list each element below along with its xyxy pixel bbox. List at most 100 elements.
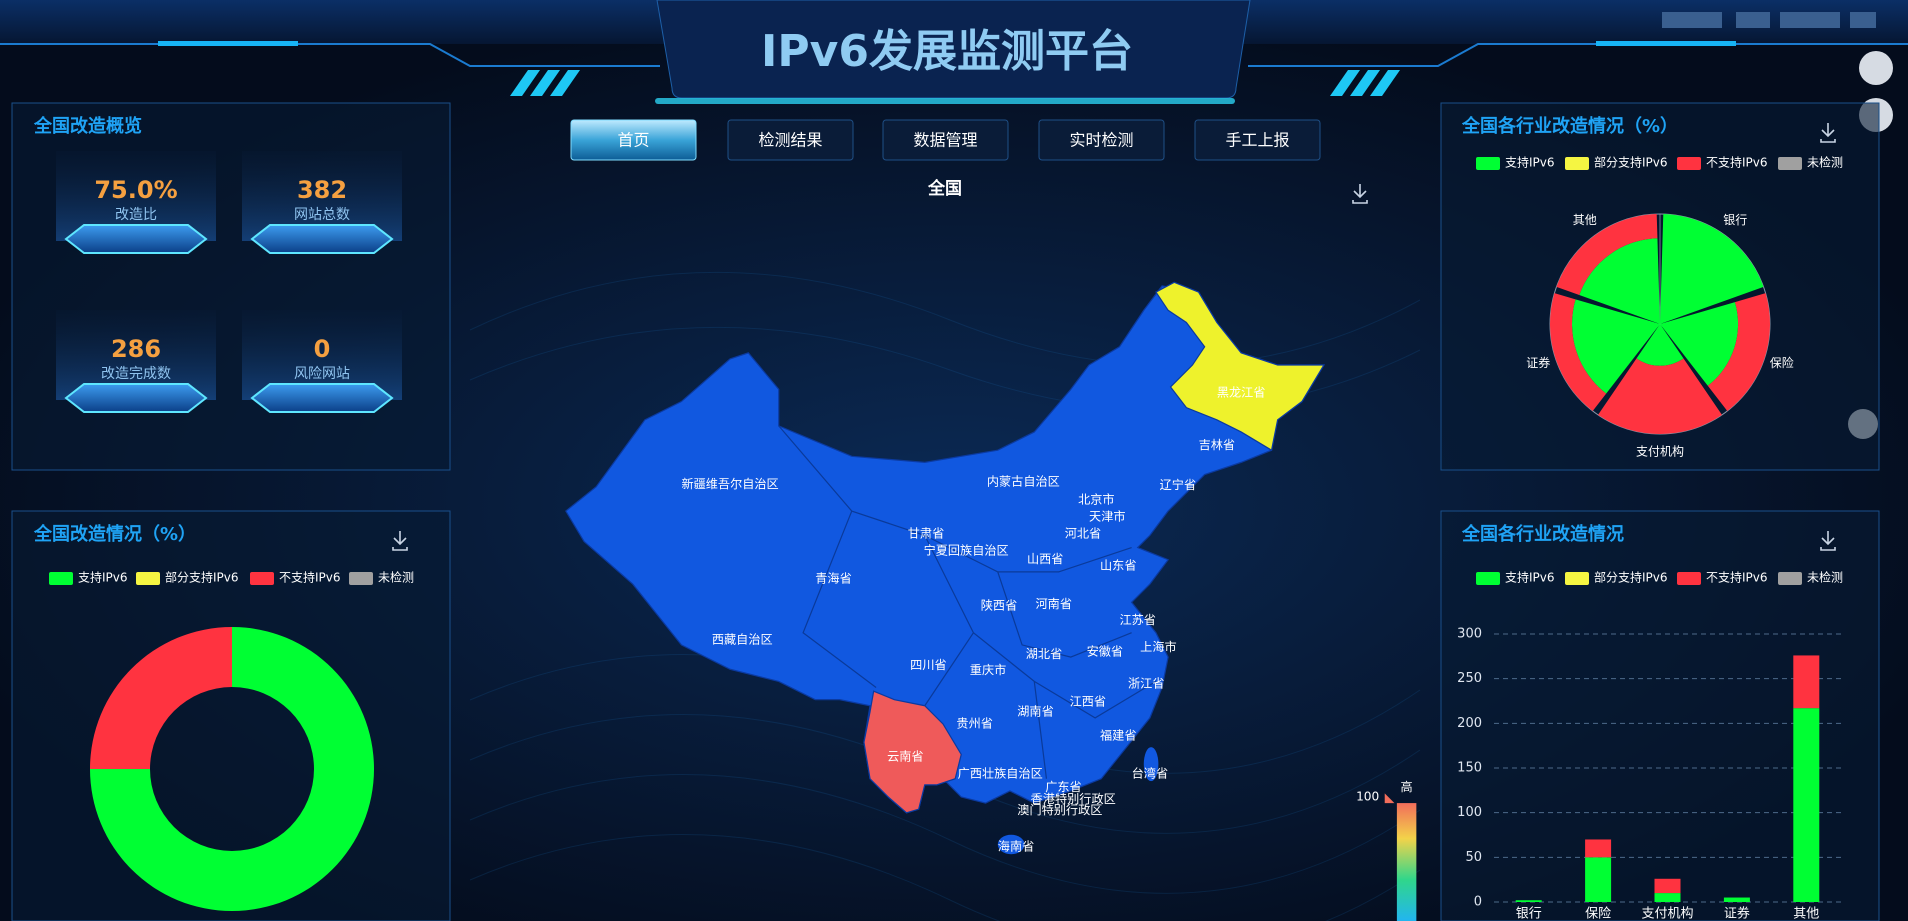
header-accent [1596, 41, 1736, 46]
legend-label[interactable]: 未检测 [378, 570, 414, 585]
bar [1654, 878, 1681, 894]
bar [1793, 708, 1820, 902]
region-label: 内蒙古自治区 [987, 473, 1060, 488]
nav-label[interactable]: 数据管理 [913, 131, 977, 150]
legend-swatch[interactable] [1565, 157, 1589, 170]
download-icons [392, 123, 1836, 551]
bar [1654, 893, 1681, 902]
visual-map-handle [1384, 793, 1395, 804]
download-icon[interactable] [1820, 123, 1836, 143]
stat-value: 75.0% [94, 176, 177, 204]
tool-button[interactable] [1859, 51, 1893, 85]
region-label: 湖北省 [1026, 646, 1062, 661]
stat-label: 改造完成数 [101, 366, 171, 382]
legend-swatch[interactable] [349, 572, 373, 585]
nav-button[interactable] [882, 119, 1009, 161]
panel-title: 全国改造概览 [33, 115, 142, 137]
bar [1723, 897, 1750, 902]
region-label: 海南省 [998, 838, 1034, 853]
stat-value: 286 [111, 335, 161, 363]
region-label: 北京市 [1078, 492, 1114, 507]
region-label: 湖南省 [1017, 703, 1053, 718]
header-accent [158, 41, 298, 46]
category-label: 银行 [1723, 213, 1747, 227]
region-label: 新疆维吾尔自治区 [681, 476, 778, 491]
title-glow [655, 98, 1235, 104]
stat-pedestal [250, 383, 394, 413]
download-icon[interactable] [1820, 531, 1836, 551]
nav-label[interactable]: 实时检测 [1069, 131, 1133, 150]
download-icon[interactable] [1352, 184, 1368, 204]
legend-label[interactable]: 支持IPv6 [1505, 570, 1555, 585]
legend-label[interactable]: 不支持IPv6 [279, 570, 341, 585]
pie-slice [90, 627, 232, 769]
legend-label[interactable]: 部分支持IPv6 [1594, 155, 1668, 170]
region-label: 安徽省 [1087, 644, 1123, 659]
legend-swatch[interactable] [1677, 157, 1701, 170]
polar-bar [1550, 293, 1607, 412]
region-label: 台湾省 [1132, 765, 1168, 780]
map-title: 全国 [927, 178, 962, 199]
panel [1440, 510, 1880, 921]
region-label: 四川省 [910, 658, 946, 672]
legend-swatch[interactable] [49, 572, 73, 585]
region-label: 黑龙江省 [1217, 386, 1266, 400]
x-tick-label: 银行 [1516, 907, 1542, 921]
legend-label[interactable]: 部分支持IPv6 [1594, 570, 1668, 585]
polar-bar [1598, 358, 1722, 434]
nav-button[interactable] [1038, 119, 1165, 161]
nav-label[interactable]: 手工上报 [1225, 131, 1289, 150]
region-label: 辽宁省 [1160, 477, 1196, 492]
region-label: 云南省 [887, 748, 923, 763]
region-label: 西藏自治区 [712, 633, 773, 647]
legend-label[interactable]: 不支持IPv6 [1706, 570, 1768, 585]
legend-swatch[interactable] [1476, 572, 1500, 585]
bar [1793, 655, 1820, 709]
nav-button[interactable] [727, 119, 854, 161]
polar-bar [1636, 324, 1684, 366]
y-tick-label: 0 [1474, 895, 1482, 910]
legend-swatch[interactable] [1565, 572, 1589, 585]
download-icon[interactable] [392, 531, 408, 551]
legend-swatch[interactable] [1476, 157, 1500, 170]
province-borders [778, 425, 1157, 779]
region-label: 山西省 [1027, 552, 1063, 566]
legend-label[interactable]: 支持IPv6 [78, 570, 128, 585]
category-label: 支付机构 [1636, 444, 1684, 459]
panel-title: 全国各行业改造情况 [1461, 523, 1624, 545]
region-label: 浙江省 [1128, 676, 1164, 690]
region-label: 青海省 [815, 571, 851, 586]
bar [1515, 900, 1542, 902]
legend-label[interactable]: 部分支持IPv6 [165, 570, 239, 585]
region-label: 广东省 [1045, 780, 1081, 794]
legend-swatch[interactable] [250, 572, 274, 585]
map-region [1155, 281, 1325, 452]
stat-pedestal [64, 383, 208, 413]
nav-button[interactable] [1194, 119, 1321, 161]
map-region [863, 690, 962, 814]
legend-swatch[interactable] [136, 572, 160, 585]
nav-button[interactable] [570, 119, 697, 161]
region-label: 山东省 [1100, 558, 1136, 572]
legend-label[interactable]: 支持IPv6 [1505, 155, 1555, 170]
legend-swatch[interactable] [1677, 572, 1701, 585]
header-stripes [510, 70, 1400, 96]
legend-swatch[interactable] [1778, 157, 1802, 170]
nav-label[interactable]: 检测结果 [758, 131, 822, 150]
legend-label[interactable]: 未检测 [1807, 570, 1843, 585]
region-label: 江苏省 [1119, 613, 1155, 627]
map-area [997, 834, 1025, 855]
nav-label[interactable]: 首页 [617, 131, 649, 150]
legend-label[interactable]: 未检测 [1807, 155, 1843, 170]
visual-map-bar [1396, 803, 1417, 921]
panel-title: 全国各行业改造情况（%） [1461, 115, 1678, 137]
category-label: 保险 [1770, 355, 1794, 370]
legend-swatch[interactable] [1778, 572, 1802, 585]
region-label: 上海市 [1140, 639, 1176, 654]
header-user [1662, 12, 1876, 28]
legend-label[interactable]: 不支持IPv6 [1706, 155, 1768, 170]
polar-bar [1660, 214, 1764, 324]
